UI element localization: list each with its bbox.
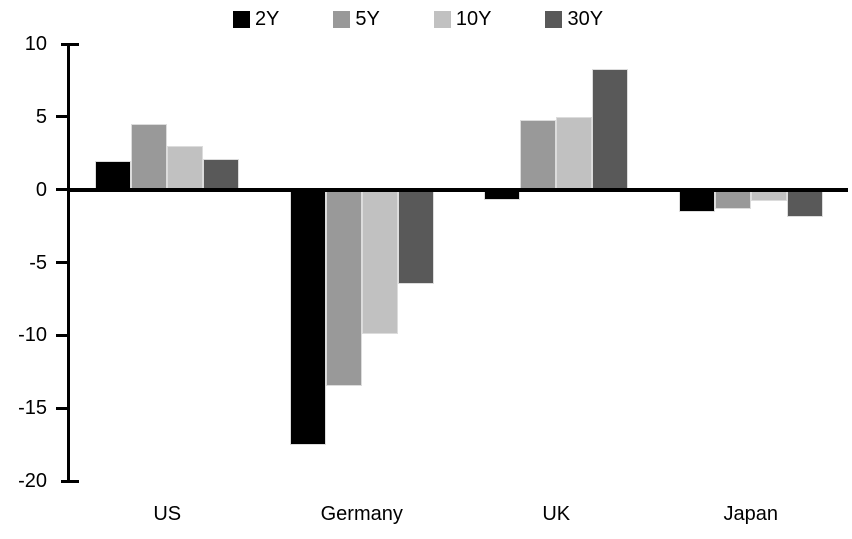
y-tick-mark: [56, 115, 67, 119]
bar-japan-5y: [714, 189, 751, 209]
y-tick-label: 0: [35, 178, 47, 201]
bar-uk-5y: [520, 119, 557, 190]
bar-us-10y: [167, 145, 204, 190]
legend-item-2y: 2Y: [232, 7, 280, 31]
y-axis-line: [67, 43, 70, 483]
y-tick-mark: [61, 479, 79, 483]
chart-legend: 2Y 5Y 10Y 30Y: [0, 6, 836, 32]
bar-uk-30y: [592, 68, 629, 190]
legend-label: 5Y: [355, 7, 380, 30]
legend-label: 10Y: [455, 7, 492, 30]
y-tick-mark: [56, 261, 67, 264]
bar-us-5y: [131, 124, 168, 190]
x-category-label: UK: [542, 503, 571, 525]
legend-item-10y: 10Y: [433, 7, 492, 31]
y-tick-label: 10: [24, 33, 47, 55]
legend-label: 2Y: [254, 7, 280, 30]
bar-germany-10y: [361, 189, 398, 334]
bar-us-30y: [203, 159, 240, 190]
y-tick-label: 5: [35, 105, 47, 128]
bar-japan-2y: [678, 189, 715, 212]
x-category-label: US: [153, 503, 182, 525]
y-tick-mark: [56, 188, 67, 192]
bar-germany-5y: [325, 189, 362, 387]
y-tick-mark: [61, 42, 79, 46]
legend-item-5y: 5Y: [333, 7, 380, 31]
bar-uk-10y: [556, 116, 593, 190]
y-tick-label: -15: [18, 397, 47, 420]
x-category-label: Germany: [320, 503, 403, 525]
legend-swatch-icon: [433, 10, 451, 28]
legend-swatch-icon: [545, 10, 563, 28]
x-category-label: Japan: [723, 503, 779, 525]
legend-item-30y: 30Y: [545, 8, 603, 31]
bar-us-2y: [95, 160, 132, 190]
legend-label: 30Y: [567, 7, 604, 30]
x-axis-labels: US Germany UK Japan: [70, 502, 848, 530]
plot-area: [56, 42, 848, 483]
bar-germany-30y: [397, 189, 434, 285]
legend-swatch-icon: [333, 10, 351, 28]
bar-germany-2y: [289, 189, 326, 445]
zero-axis-line: [67, 187, 848, 192]
y-tick-label: -20: [18, 470, 47, 492]
y-tick-mark: [56, 333, 67, 337]
bar-japan-30y: [786, 189, 823, 218]
y-tick-label: -5: [29, 251, 47, 274]
legend-swatch-icon: [232, 10, 250, 28]
y-tick-label: -10: [18, 324, 47, 347]
y-tick-mark: [56, 406, 67, 410]
y-axis-labels: 10 5 0 -5 -10 -15 -20: [0, 33, 56, 492]
